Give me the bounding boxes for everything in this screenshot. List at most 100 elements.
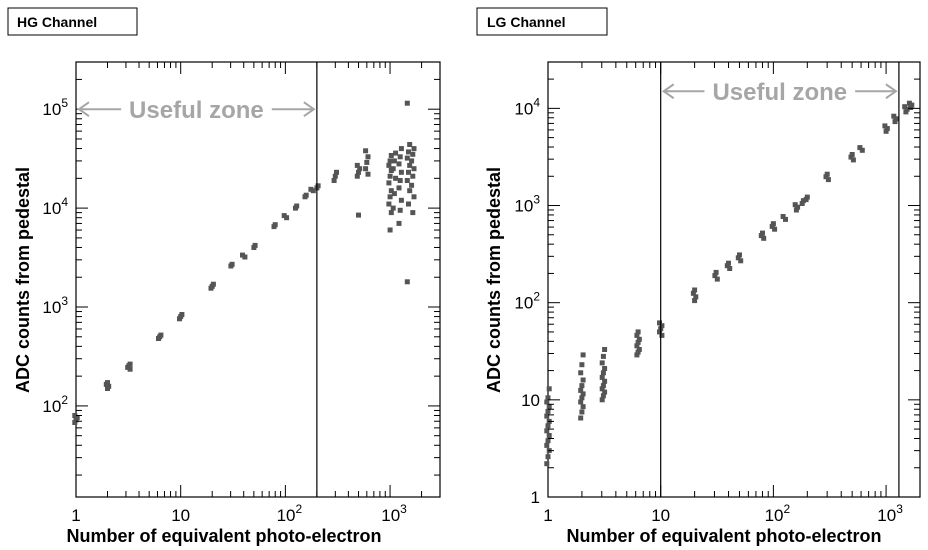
lg-data-point: [690, 290, 696, 296]
lg-data-point: [859, 147, 865, 153]
hg-data-point: [396, 185, 402, 191]
lg-y-tick-label: 10: [521, 391, 540, 410]
hg-data-point: [388, 188, 394, 194]
lg-data-point: [635, 339, 641, 345]
lg-data-point: [635, 349, 641, 355]
hg-data-point: [331, 178, 337, 183]
hg-x-tick-label: 1: [71, 506, 80, 525]
lg-data-point: [600, 370, 606, 376]
lg-data-point: [735, 255, 741, 261]
lg-data-point: [579, 395, 585, 401]
lg-x-tick-label: 10: [651, 506, 670, 525]
lg-data-point: [902, 104, 908, 110]
lg-data-point: [599, 374, 605, 380]
lg-data-point: [544, 461, 550, 467]
lg-y-tick-label: 103: [514, 193, 540, 216]
lg-data-point: [580, 377, 586, 383]
hg-data-point: [315, 183, 321, 189]
hg-data-point: [210, 281, 216, 287]
hg-data-point: [406, 201, 411, 207]
lg-data-point: [634, 343, 640, 349]
hg-data-point: [410, 210, 416, 216]
lg-useful-zone-label: Useful zone: [712, 79, 847, 106]
hg-data-point: [363, 148, 369, 154]
lg-data-point: [659, 323, 665, 329]
lg-data-point: [544, 413, 550, 419]
hg-title: HG Channel: [17, 14, 97, 30]
lg-channel-panel: LG Channel 1 10 102 103 1 10 102 103 104 Useful …: [476, 7, 921, 546]
hg-data-point: [404, 178, 410, 183]
lg-data-point: [599, 386, 605, 392]
hg-data-point: [386, 162, 392, 168]
lg-x-tick-label: 103: [877, 502, 903, 525]
lg-zone-arrowhead-right: [885, 83, 898, 100]
hg-y-axis-label: ADC counts from pedestal: [13, 167, 33, 393]
lg-data-point: [906, 100, 912, 106]
hg-data-point: [388, 210, 394, 216]
hg-data-point: [410, 173, 416, 179]
lg-data-point: [799, 201, 805, 206]
lg-data-point: [883, 128, 889, 134]
lg-data-point: [580, 352, 586, 358]
hg-data-point: [388, 153, 394, 158]
lg-data-point: [657, 320, 662, 326]
hg-data-point: [404, 279, 410, 285]
hg-data-point: [390, 205, 396, 211]
hg-x-tick-label: 102: [277, 502, 303, 525]
hg-data-point: [409, 182, 415, 188]
lg-title-box: [476, 7, 608, 36]
hg-data-point: [179, 312, 185, 317]
hg-data-points: [72, 100, 417, 425]
lg-useful-zone: Useful zone: [660, 62, 900, 497]
lg-data-point: [578, 370, 584, 376]
hg-data-point: [364, 159, 370, 165]
lg-data-point: [546, 433, 552, 438]
lg-y-tick-label: 104: [514, 95, 540, 118]
lg-data-point: [714, 276, 720, 282]
lg-x-tick-label: 102: [765, 502, 791, 525]
lg-data-point: [726, 260, 731, 266]
lg-data-point: [884, 126, 890, 131]
hg-data-point: [332, 173, 338, 179]
hg-data-point: [398, 197, 404, 203]
hg-data-point: [398, 169, 404, 175]
hg-data-point: [397, 207, 403, 213]
hg-title-box: [7, 7, 138, 36]
lg-data-point: [903, 109, 909, 115]
lg-data-point: [544, 399, 550, 405]
lg-data-point: [602, 389, 608, 395]
lg-y-tick-label: 1: [531, 488, 540, 507]
lg-data-point: [824, 171, 830, 177]
lg-data-point: [545, 423, 551, 429]
hg-data-point: [365, 154, 371, 160]
lg-data-point: [599, 360, 605, 366]
lg-data-point: [657, 329, 662, 335]
lg-data-point: [882, 123, 888, 129]
hg-zone-arrowhead-left: [77, 101, 90, 118]
hg-data-point: [406, 169, 411, 175]
hg-data-point: [397, 178, 403, 183]
lg-data-point: [738, 258, 744, 264]
hg-data-point: [356, 169, 361, 175]
lg-data-point: [792, 202, 798, 208]
hg-data-point: [398, 146, 404, 152]
lg-data-point: [602, 366, 608, 371]
lg-data-point: [760, 230, 765, 236]
lg-y-axis-label: ADC counts from pedestal: [484, 167, 504, 393]
lg-zone-arrowhead-left: [661, 83, 675, 100]
lg-data-point: [636, 336, 642, 342]
hg-data-point: [411, 146, 417, 152]
hg-data-point: [397, 154, 403, 160]
lg-data-point: [761, 235, 767, 241]
lg-data-point: [893, 116, 899, 122]
lg-data-point: [891, 113, 897, 119]
lg-axis-ticks: 1 10 102 103 1 10 102 103 104: [514, 61, 921, 525]
lg-data-point: [634, 352, 640, 358]
lg-data-point: [770, 221, 776, 227]
lg-data-points: [544, 100, 915, 467]
hg-zone-arrowhead-right: [303, 101, 316, 118]
lg-data-point: [600, 393, 606, 399]
hg-x-axis-label: Number of equivalent photo-electron: [66, 526, 381, 546]
lg-data-point: [713, 269, 719, 275]
hg-y-tick-label: 103: [42, 294, 68, 317]
